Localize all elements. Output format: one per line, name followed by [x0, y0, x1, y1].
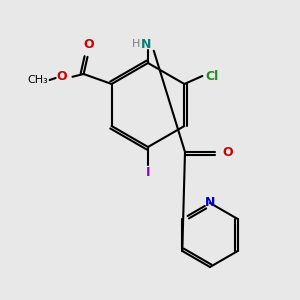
Text: CH₃: CH₃ [27, 75, 48, 85]
Text: N: N [205, 196, 215, 209]
Text: O: O [56, 70, 67, 83]
Text: Cl: Cl [206, 70, 219, 83]
Text: H: H [132, 39, 140, 49]
Text: O: O [223, 146, 233, 158]
Text: O: O [83, 38, 94, 52]
Text: I: I [146, 167, 150, 179]
Text: N: N [141, 38, 151, 52]
